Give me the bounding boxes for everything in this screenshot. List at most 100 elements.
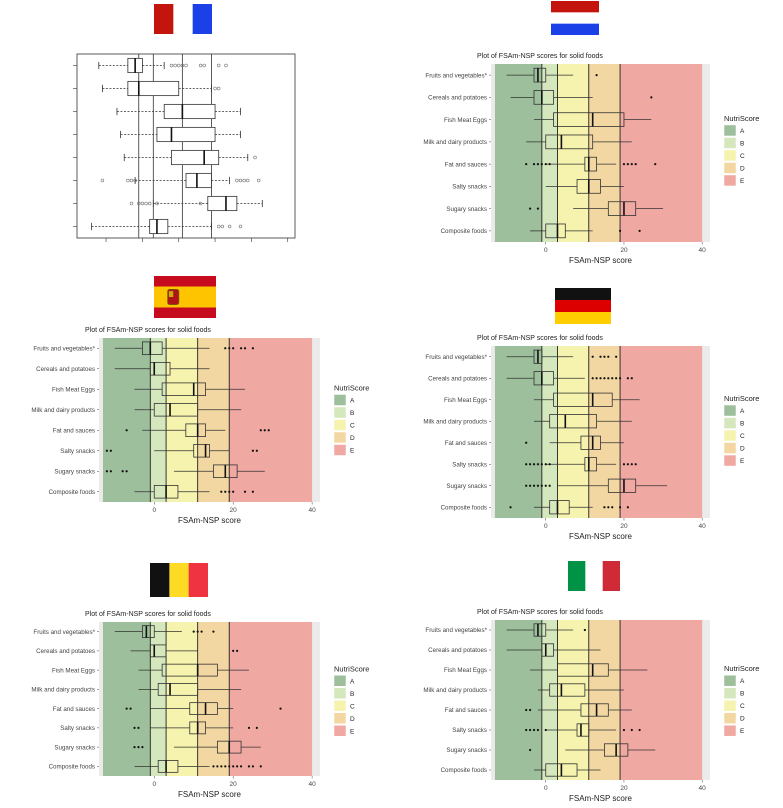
x-axis-label: FSAm-NSP score [178, 516, 242, 525]
outlier-point [105, 470, 108, 473]
outlier-point [255, 449, 258, 452]
legend-title: NutriScore [724, 114, 759, 123]
outlier-point [238, 178, 243, 183]
iqr-box [549, 683, 586, 697]
iqr-box [163, 103, 216, 120]
flag-stripe [188, 563, 208, 597]
y-tick-label: Composite foods [49, 764, 95, 771]
chart-title: Plot of FSAm-NSP scores for solid foods [85, 327, 211, 334]
chart-spain: Plot of FSAm-NSP scores for solid foods F… [31, 327, 369, 525]
outlier-point [133, 746, 136, 749]
iqr-box [149, 218, 169, 235]
nutriscore-band-e [620, 64, 703, 242]
iqr-box [584, 457, 597, 472]
x-tick-label: 40 [699, 785, 707, 792]
boxplot [120, 126, 241, 143]
legend-label: D [350, 435, 355, 442]
iqr-box [553, 392, 613, 407]
iqr-box [553, 112, 625, 127]
outlier-point [196, 630, 199, 633]
coat-of-arms-detail [168, 291, 174, 297]
outlier-point [607, 506, 610, 509]
iqr-box [607, 201, 637, 216]
outlier-point [259, 765, 262, 768]
outlier-point [529, 484, 532, 487]
outlier-point [251, 765, 255, 768]
flag-stripe [555, 312, 611, 324]
iqr-box [549, 500, 570, 515]
iqr-box [607, 478, 637, 493]
outlier-point [232, 649, 235, 652]
outlier-point [615, 355, 618, 358]
chart-germany: Plot of FSAm-NSP scores for solid foods F… [423, 335, 759, 541]
outlier-point [239, 765, 243, 768]
boxplot [525, 156, 657, 172]
x-tick-label: 0 [544, 785, 548, 792]
outlier-point [607, 377, 610, 380]
outlier-point [536, 463, 540, 466]
outlier-point [173, 63, 177, 68]
legend-label: C [740, 703, 745, 710]
boxplot [529, 201, 664, 216]
outlier-point [228, 490, 231, 493]
legend-label: E [740, 728, 745, 735]
outlier-point [220, 765, 223, 768]
outlier-point [532, 484, 536, 487]
iqr-box [185, 172, 212, 189]
legend-swatch-b [333, 406, 347, 419]
outlier-point [256, 178, 261, 183]
legend-swatch-d [723, 162, 737, 174]
y-tick-label: Fruits and vegetables* [33, 629, 95, 636]
outlier-point [548, 484, 551, 487]
outlier-point [243, 347, 247, 350]
flag-belgium [150, 563, 208, 597]
boxplot [125, 702, 282, 715]
outlier-point [548, 463, 551, 466]
iqr-box [533, 349, 543, 364]
boxplot [537, 683, 624, 697]
outlier-point [548, 163, 551, 166]
outlier-point [217, 86, 221, 91]
boxplot [134, 484, 255, 499]
outlier-point [251, 490, 255, 493]
outlier-point [536, 484, 540, 487]
boxplot [134, 760, 262, 773]
outlier-point [224, 765, 227, 768]
outlier-point [238, 224, 243, 229]
legend-swatch-a [723, 124, 737, 137]
y-tick-label: Fish Meat Eggs [444, 117, 487, 124]
outlier-point [626, 377, 629, 380]
outlier-point [177, 63, 181, 68]
outlier-point [212, 765, 215, 768]
iqr-box [207, 195, 238, 212]
outlier-point [544, 484, 547, 487]
iqr-box [153, 402, 199, 417]
boxplot [134, 382, 246, 397]
iqr-box [533, 67, 547, 83]
outlier-point [224, 490, 227, 493]
outlier-point [141, 746, 144, 749]
outlier-point [536, 163, 540, 166]
outlier-point [224, 347, 227, 350]
outlier-point [155, 201, 159, 206]
boxplot [545, 179, 624, 194]
outlier-point [638, 229, 641, 232]
flag-stripe [173, 4, 194, 34]
nutriscore-band-d [588, 64, 621, 242]
outlier-point [125, 429, 128, 432]
legend-swatch-e [723, 724, 737, 737]
boxplot [114, 361, 210, 376]
outlier-point [536, 207, 540, 210]
outlier-point [595, 377, 598, 380]
y-tick-label: Fat and sauces [445, 707, 487, 714]
legend-swatch-c [723, 699, 737, 712]
outlier-point [630, 728, 633, 732]
y-tick-label: Fish Meat Eggs [52, 667, 95, 674]
iqr-box [545, 134, 594, 150]
outlier-point [169, 63, 174, 68]
x-tick-label: 0 [152, 507, 156, 514]
boxplot [129, 195, 263, 212]
outlier-point [509, 506, 512, 509]
iqr-box [161, 663, 218, 677]
legend-label: D [740, 446, 745, 453]
